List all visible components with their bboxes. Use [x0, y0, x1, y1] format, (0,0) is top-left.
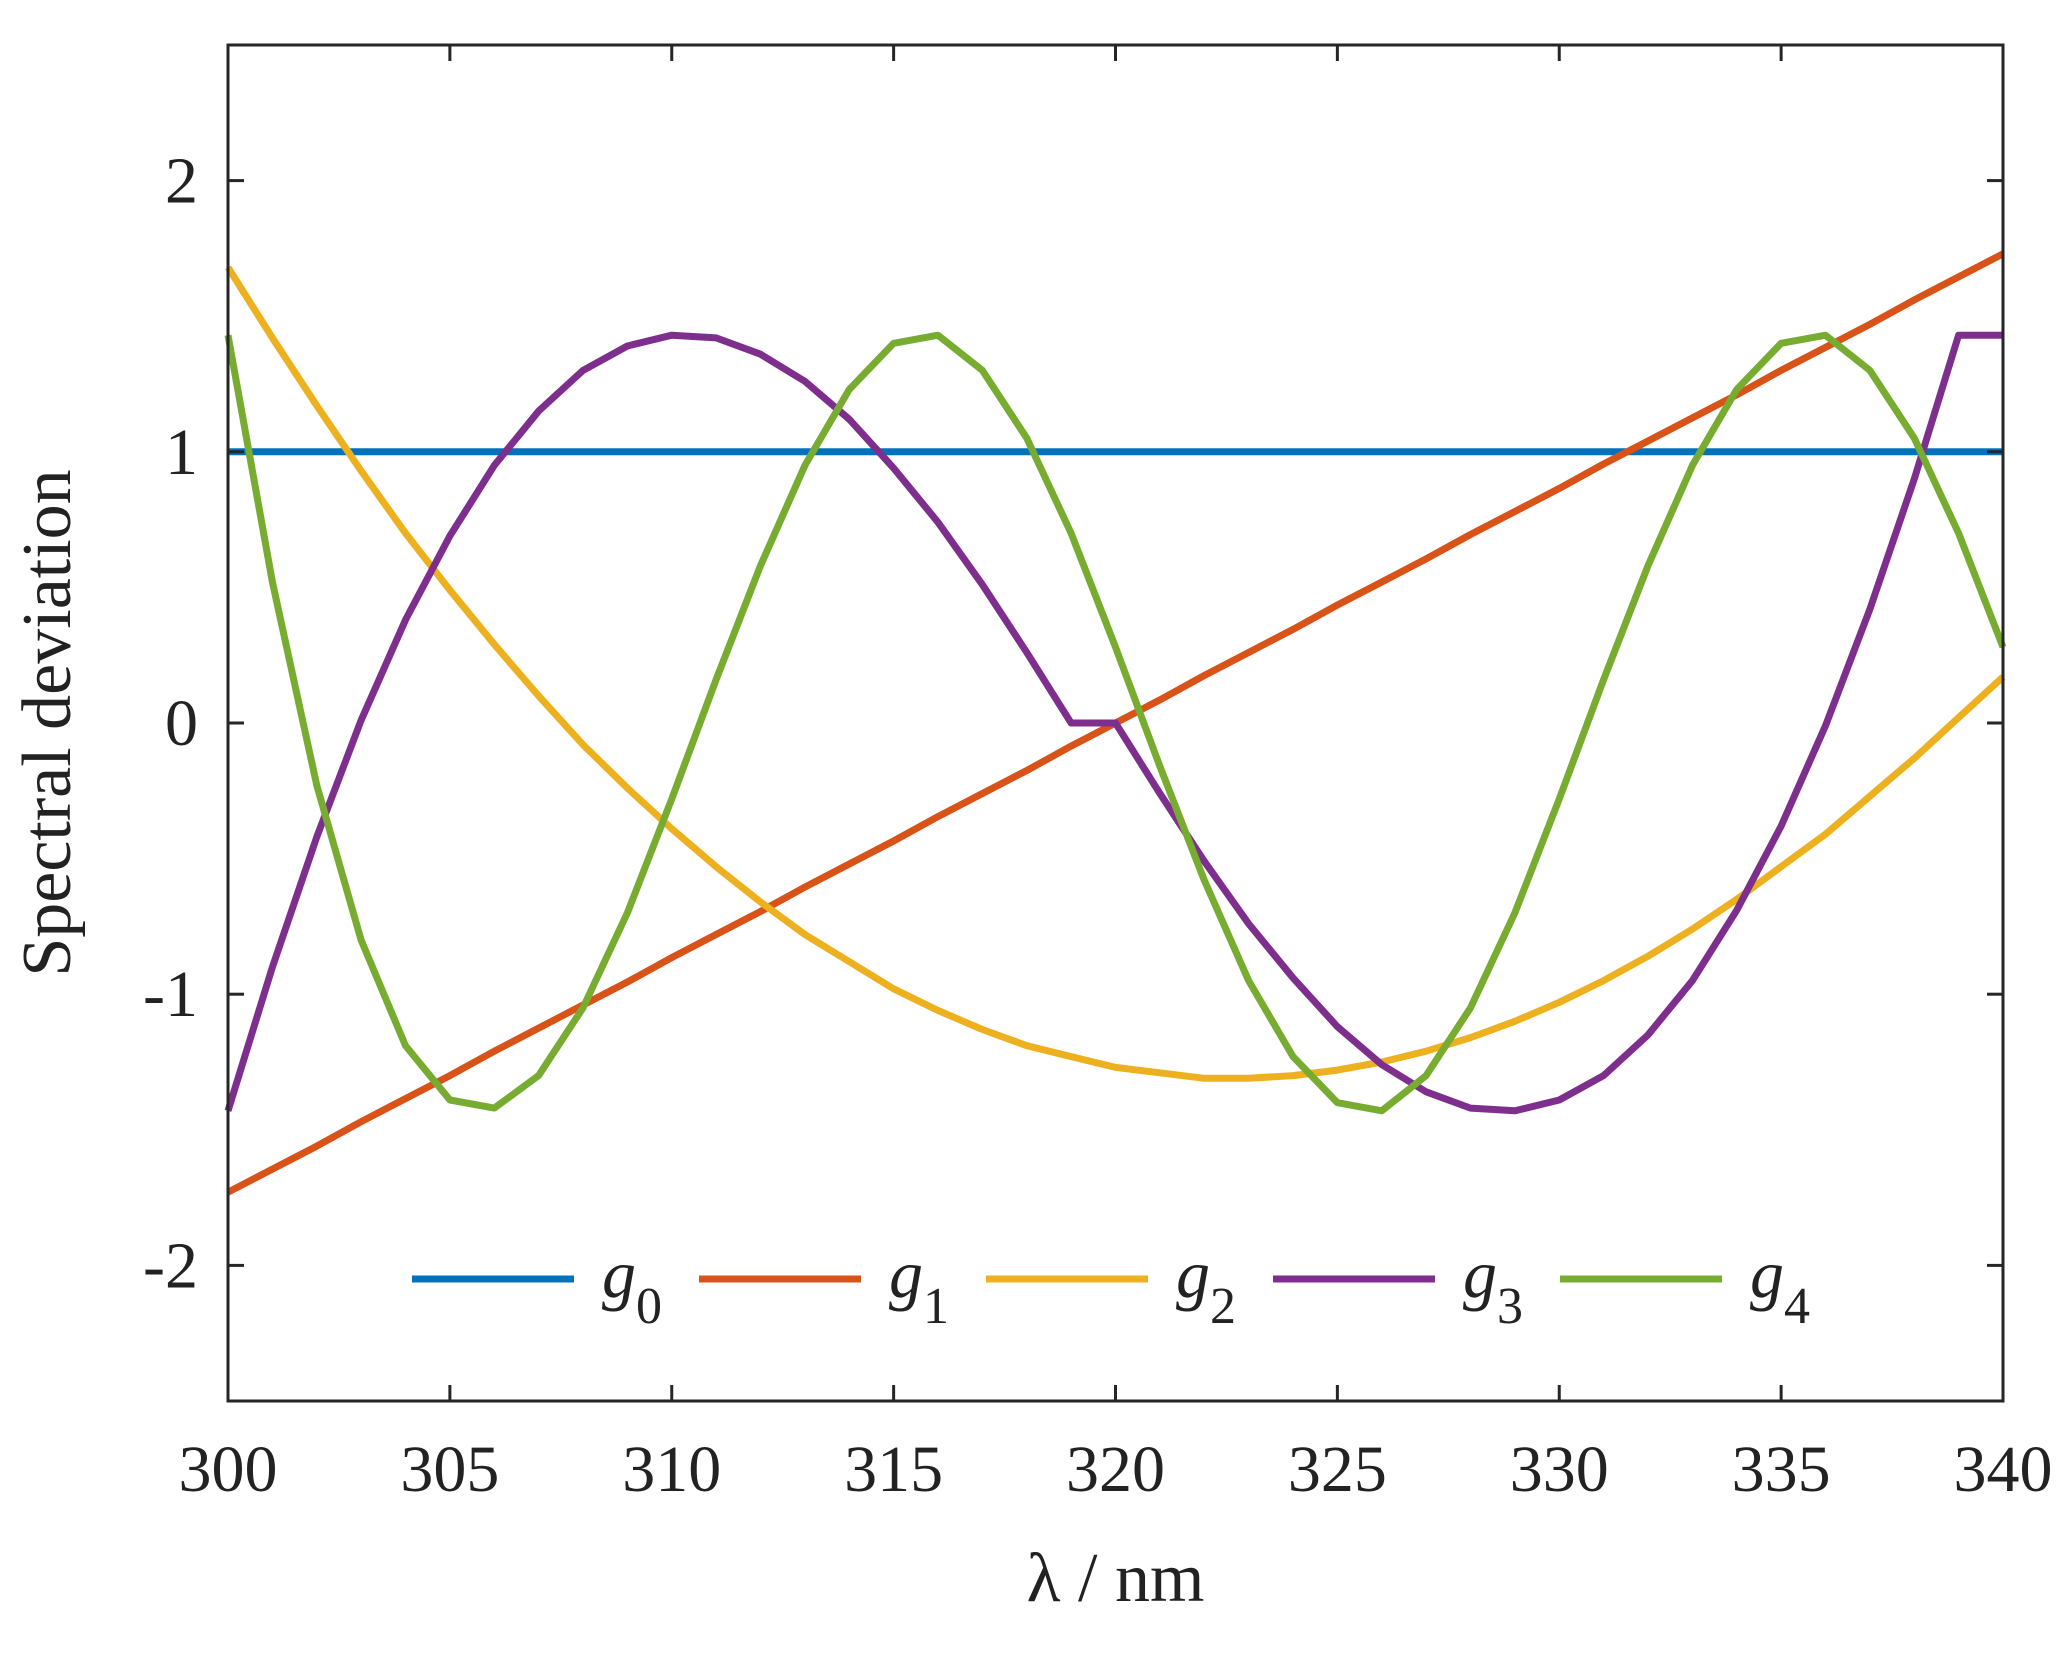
legend-label: g: [1176, 1236, 1210, 1312]
series-line-g2: [225, 265, 2006, 1082]
x-tick-label: 300: [179, 1433, 278, 1506]
legend-label: g: [1750, 1236, 1784, 1312]
x-tick-label: 330: [1510, 1433, 1609, 1506]
y-tick-label: 1: [165, 416, 198, 489]
x-axis-title: λ / nm: [1027, 1540, 1205, 1617]
x-tick-label: 325: [1288, 1433, 1387, 1506]
y-tick-label: -1: [143, 958, 198, 1031]
legend-label: g: [889, 1236, 923, 1312]
x-tick-label: 315: [844, 1433, 943, 1506]
legend-label-subscript: 1: [923, 1278, 949, 1335]
legend-label-subscript: 3: [1497, 1278, 1523, 1335]
legend-label-subscript: 0: [636, 1278, 662, 1335]
series-line-g3: [224, 331, 2003, 1115]
y-axis-title: Spectral deviation: [9, 469, 86, 976]
y-tick-label: -2: [143, 1229, 198, 1302]
legend-label-subscript: 4: [1784, 1278, 1810, 1335]
y-tick-label: 0: [165, 687, 198, 760]
legend-label-subscript: 2: [1210, 1278, 1236, 1335]
x-tick-label: 335: [1732, 1433, 1831, 1506]
series-layer: [224, 250, 2007, 1196]
x-tick-label: 305: [400, 1433, 499, 1506]
series-line-g4: [224, 331, 2007, 1115]
x-tick-label: 340: [1954, 1433, 2053, 1506]
x-tick-label: 310: [622, 1433, 721, 1506]
y-tick-label: 2: [165, 145, 198, 218]
legend-label: g: [1463, 1236, 1497, 1312]
legend-label: g: [602, 1236, 636, 1312]
x-tick-label: 320: [1066, 1433, 1165, 1506]
